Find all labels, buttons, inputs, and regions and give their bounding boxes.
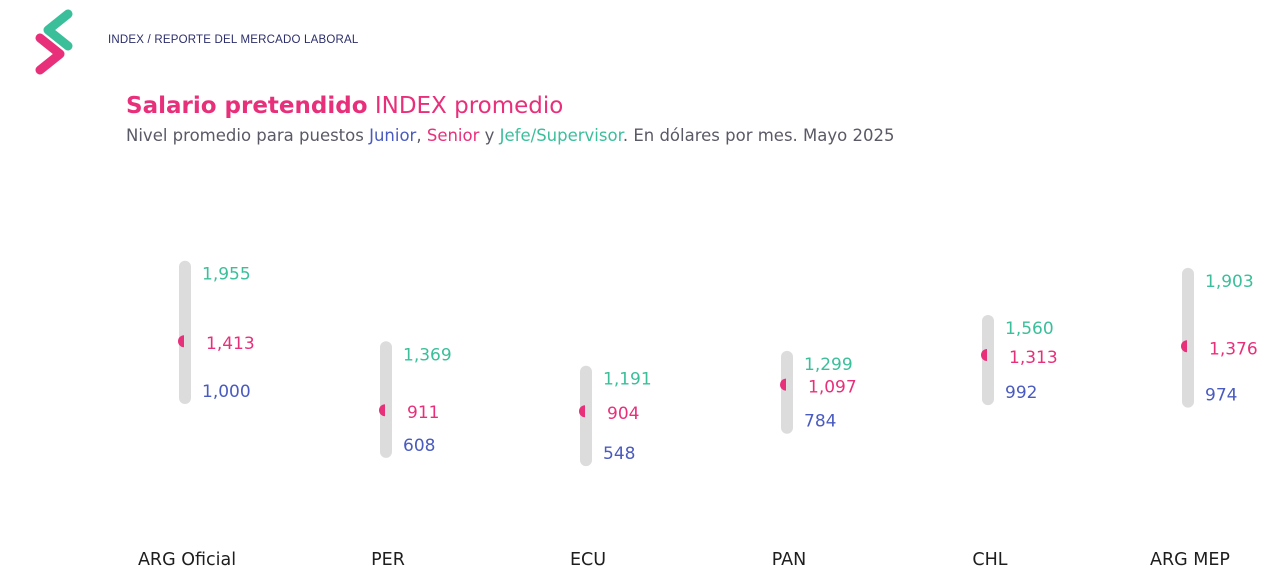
jefe-value-label-chl: 1,560: [1005, 319, 1054, 339]
index-logo-icon: [35, 9, 73, 75]
breadcrumb: INDEX / REPORTE DEL MERCADO LABORAL: [108, 34, 359, 46]
jefe-value-label-pan: 1,299: [804, 355, 853, 375]
subtitle-sep1: ,: [416, 126, 427, 145]
junior-value-label-arg-oficial: 1,000: [202, 382, 251, 402]
junior-value-label-chl: 992: [1005, 383, 1037, 403]
subtitle-sep2: y: [479, 126, 500, 145]
jefe-value-label-ecu: 1,191: [603, 370, 652, 390]
junior-value-label-pan: 784: [804, 412, 836, 432]
category-label-ecu: ECU: [570, 550, 606, 570]
senior-value-label-chl: 1,313: [1009, 348, 1058, 368]
senior-marker-arg-mep: [1181, 340, 1187, 353]
jefe-value-label-per: 1,369: [403, 345, 452, 365]
senior-marker-chl: [981, 348, 987, 361]
chart-title-rest: INDEX promedio: [367, 93, 564, 119]
senior-marker-arg-oficial: [178, 335, 184, 348]
junior-value-label-ecu: 548: [603, 444, 635, 464]
category-label-pan: PAN: [772, 550, 807, 570]
jefe-value-label-arg-mep: 1,903: [1205, 272, 1254, 292]
category-label-arg-oficial: ARG Oficial: [138, 550, 236, 570]
senior-value-label-arg-mep: 1,376: [1209, 339, 1258, 359]
category-label-chl: CHL: [972, 550, 1007, 570]
senior-value-label-arg-oficial: 1,413: [206, 334, 255, 354]
category-label-per: PER: [371, 550, 405, 570]
legend-jefe: Jefe/Supervisor: [499, 126, 623, 145]
chart-title: Salario pretendido INDEX promedio: [126, 93, 563, 119]
junior-value-label-per: 608: [403, 436, 435, 456]
senior-marker-per: [379, 404, 385, 417]
senior-value-label-per: 911: [407, 403, 439, 423]
legend-junior: Junior: [369, 126, 417, 145]
senior-value-label-ecu: 904: [607, 404, 639, 424]
junior-value-label-arg-mep: 974: [1205, 386, 1237, 406]
senior-marker-ecu: [579, 405, 585, 418]
senior-value-label-pan: 1,097: [808, 378, 857, 398]
jefe-value-label-arg-oficial: 1,955: [202, 265, 251, 285]
subtitle-suffix: . En dólares por mes. Mayo 2025: [622, 126, 895, 145]
chart-title-bold: Salario pretendido: [126, 93, 368, 119]
legend-senior: Senior: [426, 126, 480, 145]
subtitle-prefix: Nivel promedio para puestos: [126, 126, 370, 145]
senior-marker-pan: [780, 378, 786, 391]
category-label-arg-mep: ARG MEP: [1150, 550, 1230, 570]
chart-subtitle: Nivel promedio para puestos Junior, Seni…: [126, 126, 895, 145]
